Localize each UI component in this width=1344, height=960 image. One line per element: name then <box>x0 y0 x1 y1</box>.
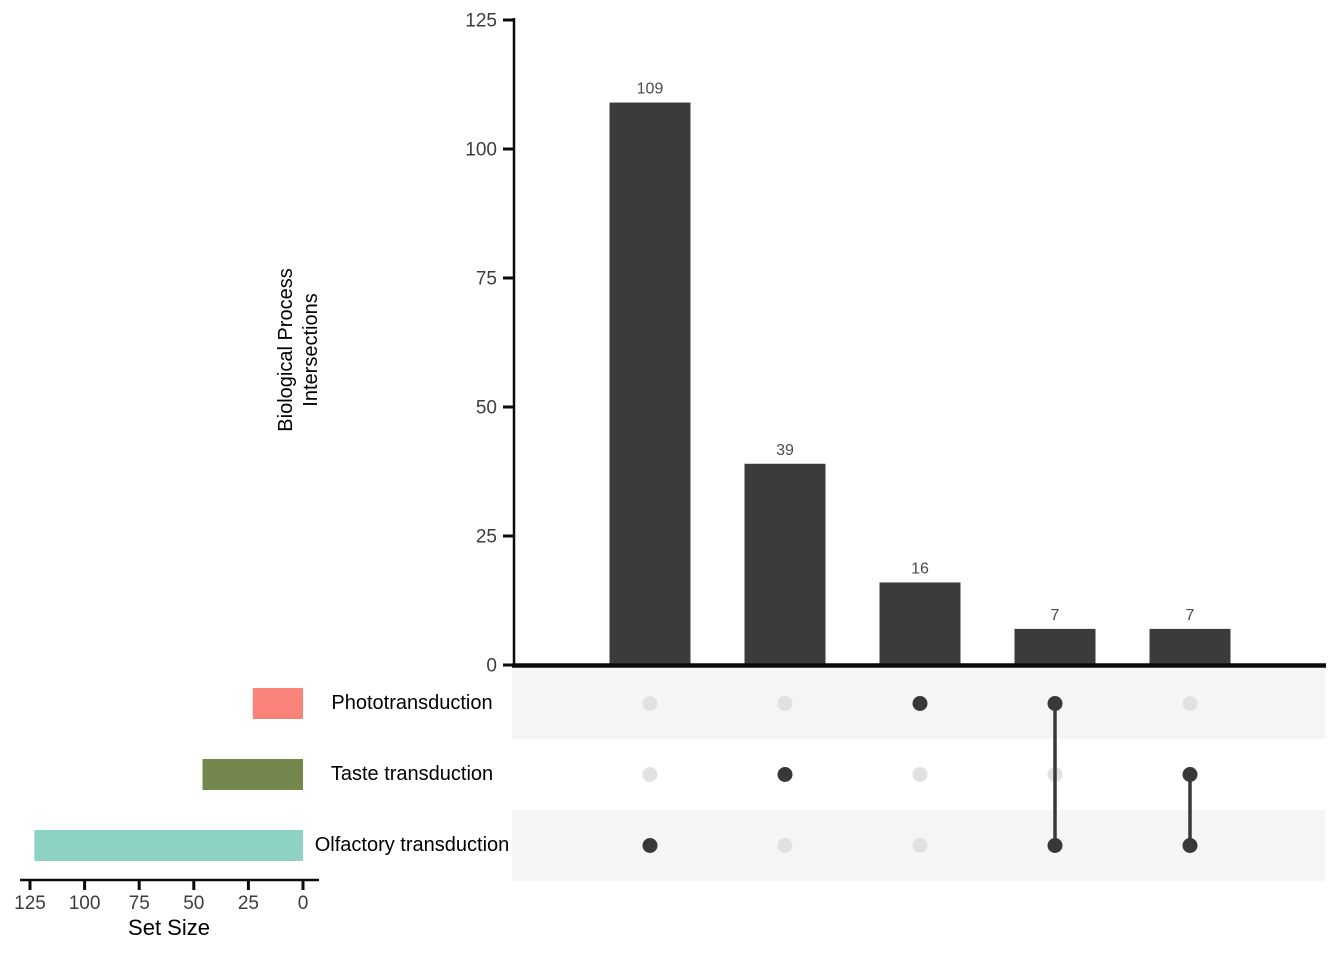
intersection-y-tick-label: 0 <box>486 656 497 677</box>
intersection-bar <box>1014 628 1096 665</box>
set-size-bar <box>202 759 303 790</box>
intersection-y-tick-label: 75 <box>476 269 497 290</box>
set-label-olfactory-transduction: Olfactory transduction <box>314 834 510 856</box>
intersection-y-tick-label: 50 <box>476 398 497 419</box>
intersection-axis-title-line1: Biological Process <box>275 268 297 432</box>
intersection-value-label: 109 <box>637 81 664 98</box>
matrix-dot-active <box>777 767 793 782</box>
set-size-axis-title: Set Size <box>128 915 210 940</box>
set-size-bar <box>252 688 303 719</box>
matrix-dot-active <box>1047 838 1063 853</box>
set-size-bar <box>34 830 303 861</box>
intersection-value-label: 7 <box>1051 607 1060 624</box>
intersection-y-tick-label: 100 <box>465 140 497 161</box>
set-label-phototransduction: Phototransduction <box>331 692 493 714</box>
set-size-tick-label: 75 <box>129 893 150 914</box>
set-size-tick-label: 50 <box>183 893 204 914</box>
set-size-tick-label: 0 <box>298 893 309 914</box>
intersection-value-label: 16 <box>911 560 929 577</box>
set-size-tick-label: 100 <box>69 893 101 914</box>
set-size-tick-label: 25 <box>238 893 259 914</box>
matrix-dot-active <box>912 696 928 711</box>
intersection-bar <box>744 463 826 665</box>
intersection-value-label: 7 <box>1186 607 1195 624</box>
matrix-dot-inactive <box>777 696 793 711</box>
matrix-dot-inactive <box>1182 696 1198 711</box>
set-size-tick-label: 125 <box>14 893 46 914</box>
matrix-dot-inactive <box>912 838 928 853</box>
intersection-axis-title: Biological Process Intersections <box>274 268 324 431</box>
matrix-dot-active <box>1047 696 1063 711</box>
set-label-taste-transduction: Taste transduction <box>330 763 494 785</box>
intersection-bar <box>1149 628 1231 665</box>
intersection-bar <box>609 102 691 665</box>
intersection-y-tick-label: 25 <box>476 527 497 548</box>
matrix-dot-inactive <box>642 696 658 711</box>
intersection-value-label: 39 <box>776 442 794 459</box>
intersection-axis-title-line2: Intersections <box>300 293 322 407</box>
matrix-dot-inactive <box>777 838 793 853</box>
matrix-dot-active <box>1182 838 1198 853</box>
matrix-dot-active <box>642 838 658 853</box>
intersection-y-tick-label: 125 <box>465 11 497 32</box>
intersection-bar <box>879 582 961 665</box>
matrix-dot-inactive <box>912 767 928 782</box>
matrix-dot-active <box>1182 767 1198 782</box>
matrix-dot-inactive <box>642 767 658 782</box>
